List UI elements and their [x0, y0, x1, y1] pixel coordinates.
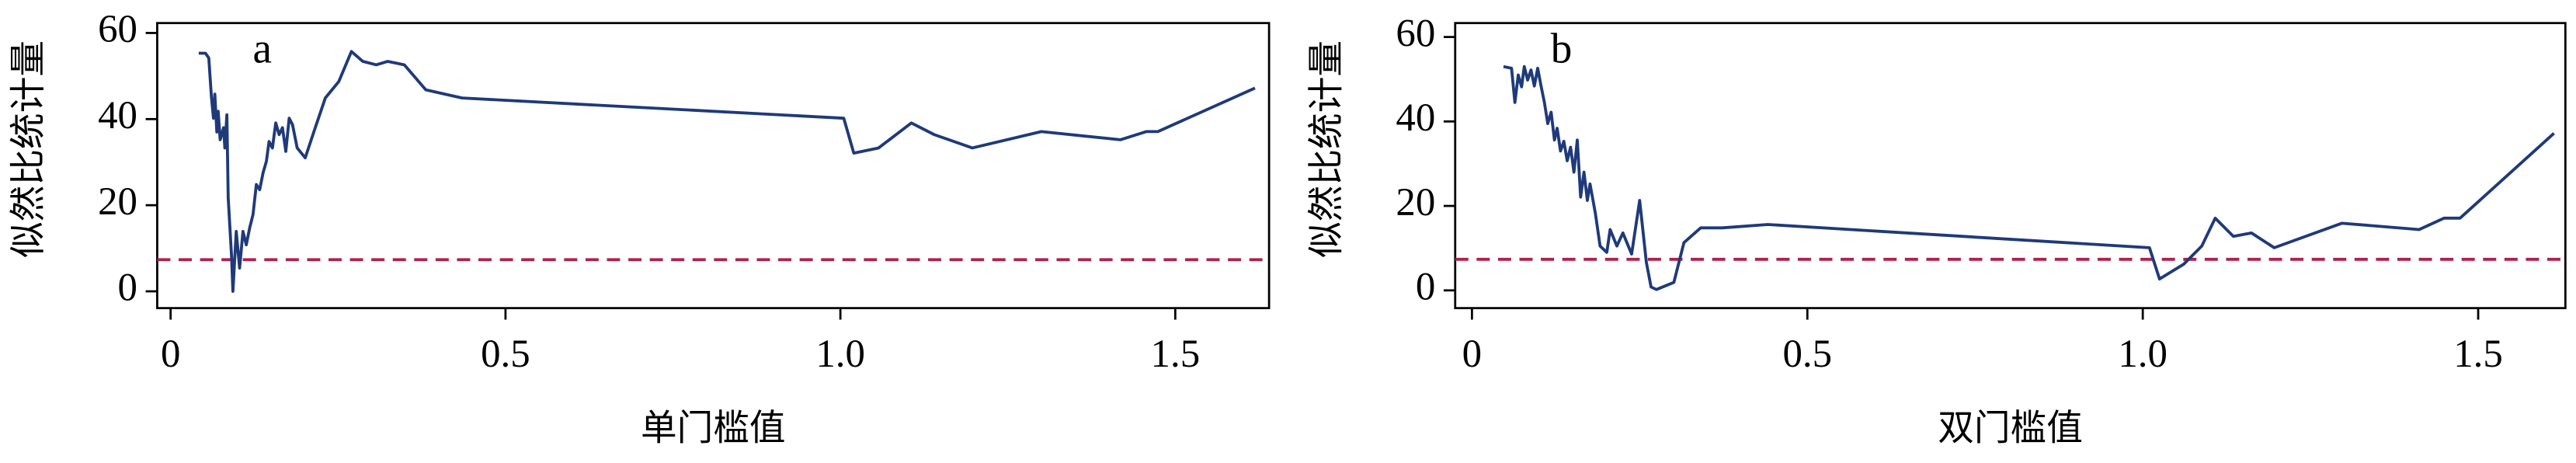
panel-letter: b	[1551, 25, 1573, 72]
x-tick-label: 1.5	[2453, 332, 2503, 376]
x-axis-label: 双门槛值	[1938, 408, 2083, 448]
x-tick-label: 0.5	[481, 332, 530, 376]
y-tick-label: 20	[1396, 181, 1435, 225]
y-tick-label: 40	[98, 94, 137, 138]
y-axis-label: 似然比统计量	[9, 40, 49, 258]
y-axis-label: 似然比统计量	[1306, 40, 1347, 258]
x-tick-label: 1.5	[1151, 332, 1201, 376]
plot-frame	[1454, 22, 2567, 310]
x-tick-label: 0	[161, 332, 180, 376]
data-line	[198, 50, 1256, 293]
y-tick-label: 20	[98, 180, 137, 224]
x-axis-label: 单门槛值	[641, 408, 786, 448]
y-tick-label: 40	[1396, 96, 1435, 140]
x-tick-label: 0.5	[1782, 332, 1832, 376]
y-tick-label: 0	[118, 266, 137, 310]
y-tick-label: 0	[1416, 265, 1435, 308]
x-tick-label: 1.0	[2118, 332, 2168, 376]
y-tick-label: 60	[1396, 12, 1435, 55]
data-line	[1503, 64, 2555, 291]
panel-letter: a	[252, 25, 271, 72]
x-tick-label: 1.0	[815, 332, 865, 376]
y-tick-label: 60	[98, 8, 137, 51]
x-tick-label: 0	[1462, 332, 1482, 376]
plot-frame	[156, 22, 1271, 310]
